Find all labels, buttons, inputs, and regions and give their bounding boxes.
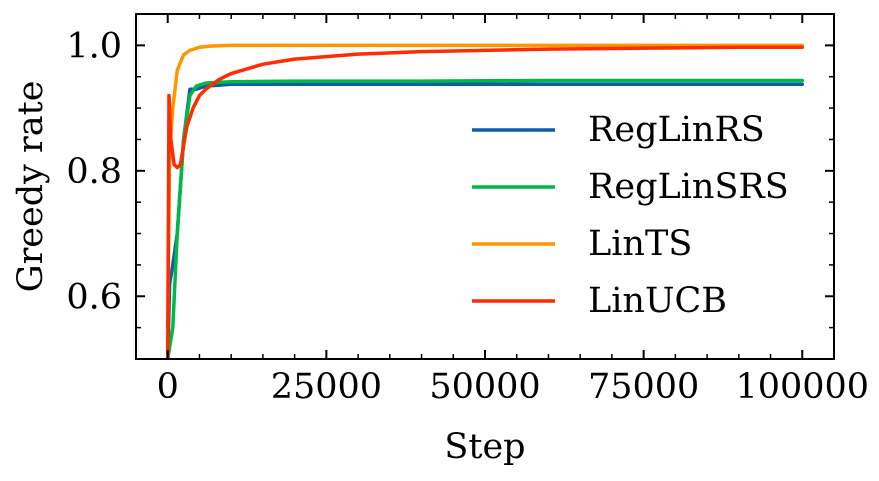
x-tick-label: 50000: [429, 367, 540, 407]
legend-label: RegLinSRS: [588, 167, 789, 207]
x-tick-label: 100000: [735, 367, 869, 407]
x-tick-label: 0: [157, 367, 179, 407]
tick-labels-layer: 0 25000 50000 75000 100000 0.6 0.8 1.0: [66, 26, 869, 407]
y-tick-label: 1.0: [66, 26, 122, 66]
series-line-lints: [165, 43, 805, 330]
series-layer: [165, 43, 805, 359]
y-tick-label: 0.6: [66, 277, 122, 317]
x-tick-label: 75000: [588, 367, 699, 407]
y-axis-label: Greedy rate: [11, 81, 51, 293]
legend-label: LinTS: [588, 224, 692, 264]
series-line-reglinsrs: [165, 78, 805, 359]
series-line-reglinrs: [165, 82, 805, 359]
x-tick-label: 25000: [271, 367, 382, 407]
y-tick-label: 0.8: [66, 152, 122, 192]
legend-label: LinUCB: [588, 281, 727, 321]
series-line-linucb: [165, 45, 805, 359]
legend: RegLinRS RegLinSRS LinTS LinUCB: [472, 110, 789, 321]
legend-label: RegLinRS: [588, 110, 765, 150]
x-axis-label: Step: [444, 427, 525, 467]
ticks-layer: [135, 13, 835, 360]
